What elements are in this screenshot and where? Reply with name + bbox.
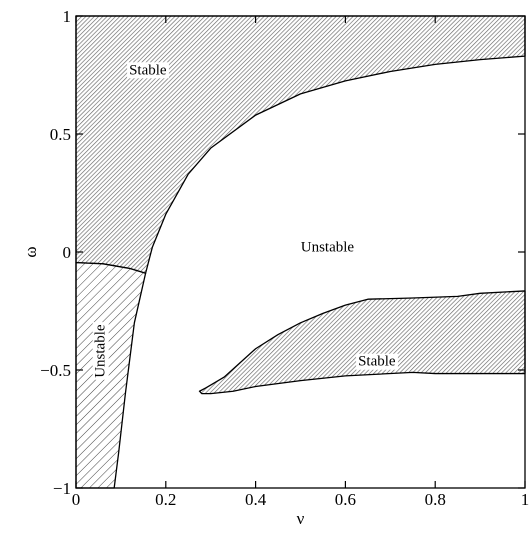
x-tick-label: 0.8: [425, 490, 446, 509]
svg-text:Stable: Stable: [129, 62, 167, 78]
y-tick-label: 0: [63, 243, 72, 262]
y-tick-label: 0.5: [50, 125, 71, 144]
svg-text:Unstable: Unstable: [93, 324, 109, 378]
y-tick-label: 1: [63, 7, 72, 26]
x-tick-label: 0: [72, 490, 81, 509]
x-tick-label: 0.4: [245, 490, 267, 509]
x-axis-label: ν: [297, 509, 305, 528]
region-0-label: Stable: [127, 62, 169, 79]
region-1-area: [75, 261, 147, 489]
region-3-label: Stable: [356, 353, 398, 370]
svg-text:Stable: Stable: [358, 354, 396, 370]
region-3-area: [198, 290, 526, 395]
y-tick-label: −0.5: [40, 361, 71, 380]
y-tick-label: −1: [53, 479, 71, 498]
region-2-label: Unstable: [301, 239, 355, 255]
region-labels-layer: Stable Unstable Unstable Stable: [92, 62, 398, 380]
regions-layer: [75, 15, 526, 489]
x-tick-label: 1: [521, 490, 530, 509]
x-tick-label: 0.6: [335, 490, 356, 509]
ticks-layer: 0 0.2 0.4 0.6 0.8 1 1 0.5 0 −0.5 −1: [40, 7, 529, 509]
region-1-label: Unstable: [92, 322, 109, 380]
x-tick-label: 0.2: [155, 490, 176, 509]
svg-text:Unstable: Unstable: [301, 239, 355, 255]
region-0-area: [75, 15, 526, 274]
y-axis-label: ω: [21, 246, 40, 257]
